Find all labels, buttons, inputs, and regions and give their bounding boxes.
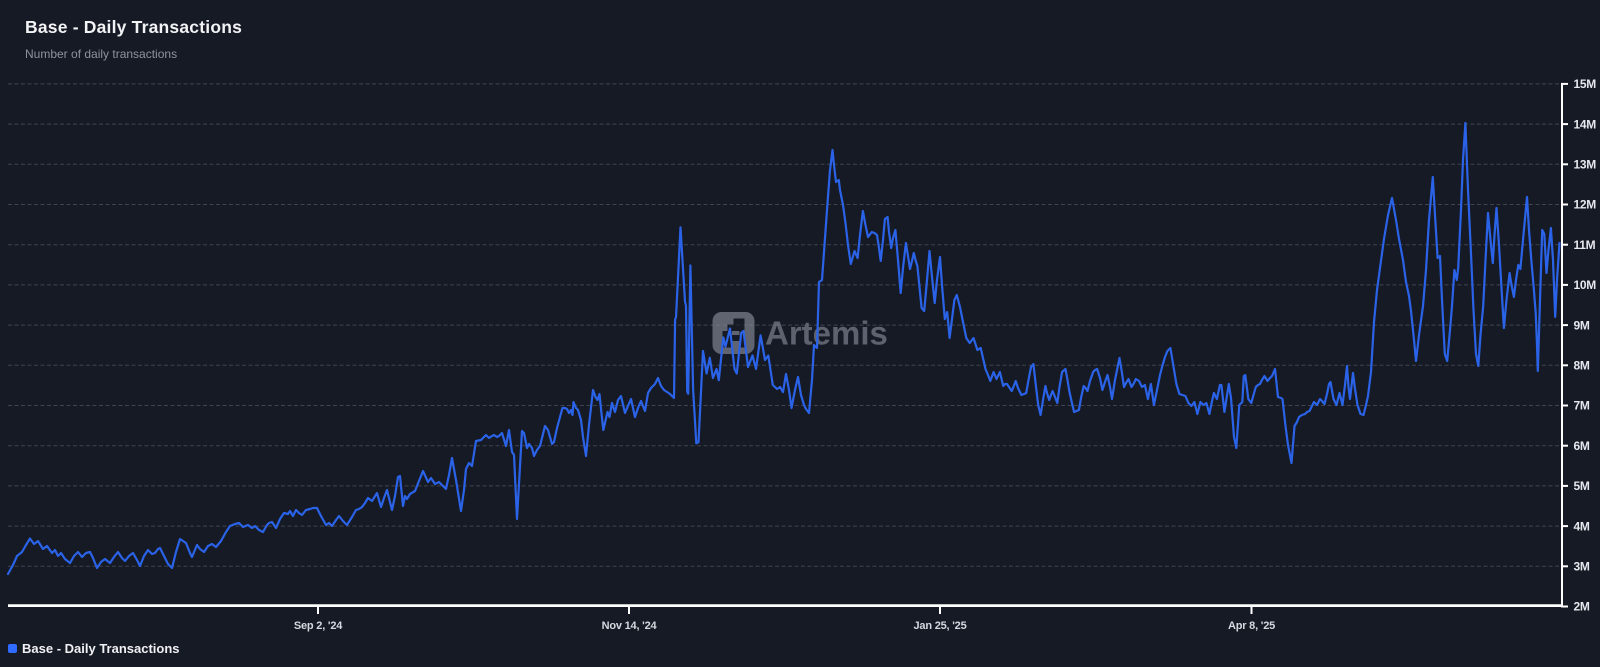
svg-text:Jan 25, '25: Jan 25, '25: [913, 620, 966, 632]
svg-text:14M: 14M: [1574, 117, 1597, 131]
svg-text:3M: 3M: [1574, 560, 1590, 574]
svg-text:Nov 14, '24: Nov 14, '24: [602, 620, 658, 632]
svg-text:4M: 4M: [1574, 519, 1590, 533]
svg-text:10M: 10M: [1574, 278, 1597, 292]
svg-text:Sep 2, '24: Sep 2, '24: [294, 620, 343, 632]
svg-text:9M: 9M: [1574, 318, 1590, 332]
svg-text:6M: 6M: [1574, 439, 1590, 453]
svg-text:2M: 2M: [1574, 600, 1590, 614]
svg-text:11M: 11M: [1574, 238, 1596, 252]
svg-text:13M: 13M: [1574, 158, 1597, 172]
svg-text:Artemis: Artemis: [765, 315, 888, 352]
svg-text:8M: 8M: [1574, 359, 1590, 373]
svg-text:5M: 5M: [1574, 479, 1590, 493]
svg-text:15M: 15M: [1574, 77, 1597, 91]
svg-text:12M: 12M: [1574, 198, 1597, 212]
svg-text:7M: 7M: [1574, 399, 1590, 413]
svg-text:Apr 8, '25: Apr 8, '25: [1228, 620, 1275, 632]
